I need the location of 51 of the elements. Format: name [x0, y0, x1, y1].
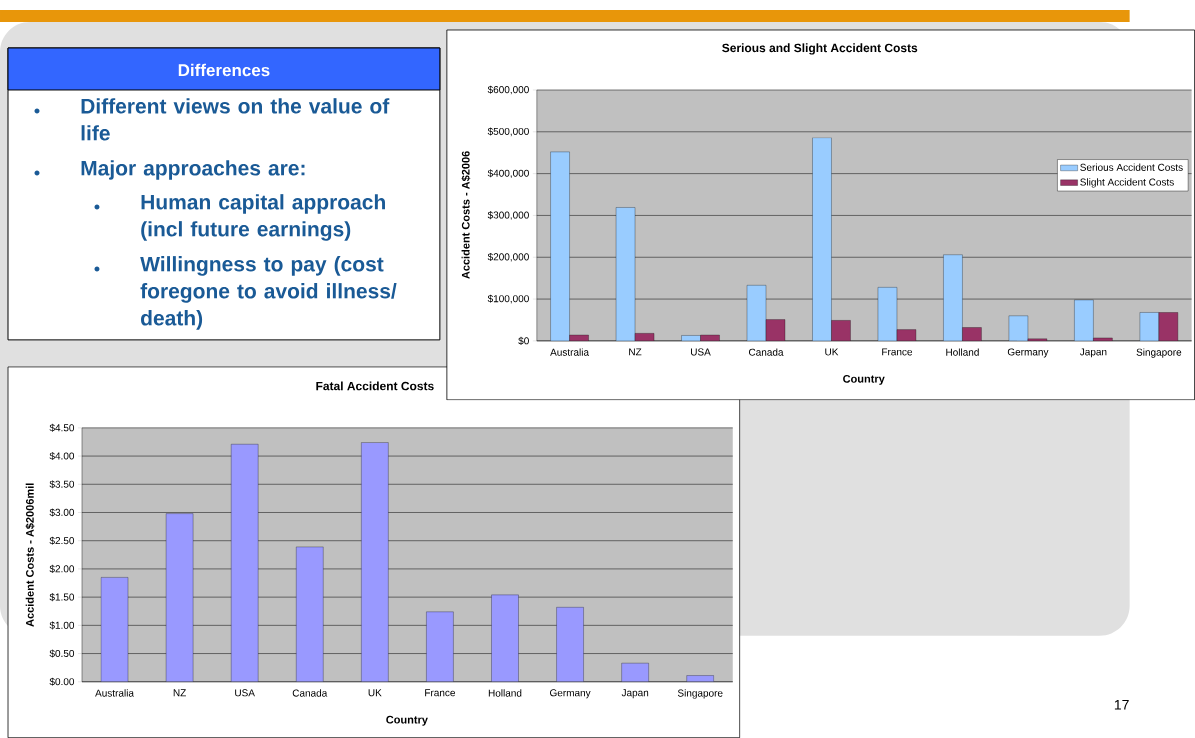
text: Willingness to pay (cost foregone to avoid illness/ death)	[140, 256, 397, 330]
y-tick-label: $600,000	[487, 85, 529, 95]
text: Human capital approach (incl future earnings)	[141, 194, 385, 241]
y-tick-label: $300,000	[487, 211, 529, 220]
text: Different views on the value of life	[81, 98, 390, 141]
legend-label: Serious Accident Costs	[1080, 163, 1183, 171]
x-tick-label: Singapore	[1136, 348, 1182, 358]
y-tick-label: $400,000	[487, 169, 529, 178]
x-axis-title: Country	[386, 715, 428, 726]
text: 17	[1114, 699, 1129, 710]
y-tick-label: $500,000	[487, 127, 529, 137]
x-tick-label: Germany	[550, 689, 591, 699]
y-tick-label: $1.00	[49, 621, 75, 630]
y-axis-title: Accident Costs - A$2006mil	[25, 483, 35, 627]
y-tick-label: $3.50	[49, 480, 75, 489]
y-tick-label: $4.00	[49, 451, 75, 461]
x-tick-label: Canada	[749, 348, 784, 356]
text: Major approaches are:	[81, 160, 305, 180]
y-tick-label: $4.50	[49, 423, 75, 432]
y-tick-label: $3.00	[49, 508, 75, 517]
x-axis-title: Country	[843, 374, 885, 385]
x-tick-label: Holland	[488, 689, 522, 697]
chart-title: Serious and Slight Accident Costs	[722, 43, 918, 55]
y-tick-label: $0.00	[49, 677, 75, 686]
y-tick-label: $2.00	[49, 564, 75, 573]
y-tick-label: $100,000	[487, 294, 529, 304]
x-tick-label: Germany	[1007, 348, 1049, 358]
y-tick-label: $200,000	[487, 252, 529, 262]
x-tick-label: UK	[368, 689, 382, 697]
y-axis-title: Accident Costs - A$2006	[461, 151, 471, 279]
x-tick-label: France	[425, 689, 456, 697]
text: Differences	[178, 63, 270, 77]
y-tick-label: $1.50	[49, 593, 75, 602]
legend-label: Slight Accident Costs	[1080, 178, 1174, 188]
x-tick-label: Australia	[550, 348, 590, 356]
x-tick-label: NZ	[629, 348, 642, 356]
x-tick-label: USA	[235, 689, 255, 697]
x-tick-label: USA	[691, 348, 711, 356]
x-tick-label: Japan	[1079, 348, 1107, 358]
x-tick-label: Singapore	[677, 689, 723, 699]
x-tick-label: UK	[825, 348, 839, 356]
x-tick-label: France	[882, 348, 913, 356]
y-tick-label: $0.50	[49, 649, 75, 658]
x-tick-label: Japan	[621, 689, 649, 699]
x-tick-label: Canada	[292, 689, 328, 697]
chart-title: Fatal Accident Costs	[316, 381, 434, 391]
y-tick-label: $0	[518, 336, 529, 345]
x-tick-label: Australia	[95, 689, 134, 697]
x-tick-label: Holland	[946, 348, 979, 356]
y-tick-label: $2.50	[49, 536, 75, 545]
x-tick-label: NZ	[173, 689, 186, 697]
